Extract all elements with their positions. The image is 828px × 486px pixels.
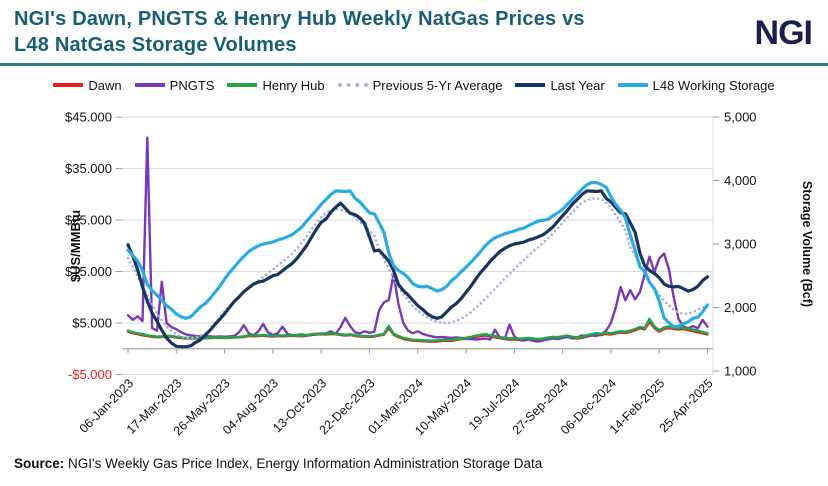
legend-item-l48-working-storage: L48 Working Storage	[617, 77, 775, 93]
series-previous-5-yr-average	[126, 197, 709, 340]
y-left-tick-label: $5.000	[72, 316, 112, 331]
legend-item-last-year: Last Year	[515, 77, 605, 93]
title-line-1: NGI's Dawn, PNGTS & Henry Hub Weekly Nat…	[14, 8, 585, 30]
legend-item-henry-hub: Henry Hub	[227, 77, 325, 93]
chart-legend: Dawn PNGTS Henry Hub Previous 5-Yr Average L…	[0, 66, 828, 101]
y-left-tick-label: -$5.000	[68, 367, 112, 382]
legend-item-previous-5-yr-average: Previous 5-Yr Average	[337, 77, 503, 93]
legend-item-dawn: Dawn	[53, 77, 122, 93]
source-label: Source:	[14, 456, 65, 471]
y-left-tick-label: $15.000	[65, 264, 112, 279]
y-right-tick-label: 3,000	[724, 237, 757, 252]
y-left-tick-label: $35.000	[65, 161, 112, 176]
legend-swatch	[134, 83, 165, 87]
legend-label: L48 Working Storage	[652, 77, 775, 93]
legend-swatch	[515, 83, 546, 87]
gridlines	[122, 116, 714, 375]
page-title: NGI's Dawn, PNGTS & Henry Hub Weekly Nat…	[14, 6, 585, 58]
y-right-axis-title: Storage Volume (Bcf)	[800, 181, 814, 307]
legend-label: Last Year	[550, 77, 605, 93]
source-line: Source: NGI's Weekly Gas Price Index, En…	[14, 456, 542, 471]
axis-labels: $45.000 $35.000 $25.000 $15.000 $5.000 -$5.00…	[65, 110, 814, 439]
axes	[115, 116, 720, 375]
series-l48-working-storage	[126, 180, 710, 329]
legend-label: Henry Hub	[262, 77, 325, 93]
legend-label: Dawn	[88, 77, 122, 93]
y-right-tick-label: 1,000	[724, 364, 757, 379]
ngi-logo: NGI	[754, 14, 813, 52]
price-storage-chart: $45.000 $35.000 $25.000 $15.000 $5.000 -$5.00…	[65, 110, 814, 439]
source-text: NGI's Weekly Gas Price Index, Energy Inf…	[64, 456, 543, 471]
legend-swatch	[617, 83, 648, 87]
legend-swatch	[227, 83, 258, 87]
legend-swatch	[53, 83, 84, 87]
y-left-axis-title: $US/MMBtu	[68, 210, 83, 282]
legend-label: PNGTS	[169, 77, 215, 93]
y-left-tick-label: $25.000	[65, 213, 112, 228]
y-right-tick-label: 5,000	[724, 110, 757, 125]
y-right-tick-label: 4,000	[724, 173, 757, 188]
legend-swatch	[337, 83, 368, 87]
series-lines	[126, 136, 710, 349]
y-left-tick-label: $45.000	[65, 110, 112, 125]
legend-label: Previous 5-Yr Average	[372, 77, 503, 93]
title-line-2: L48 NatGas Storage Volumes	[14, 34, 297, 56]
series-henry-hub	[126, 317, 709, 343]
legend-item-pngts: PNGTS	[134, 77, 215, 93]
header: NGI's Dawn, PNGTS & Henry Hub Weekly Nat…	[0, 0, 828, 66]
series-last-year	[126, 189, 710, 349]
y-right-tick-label: 2,000	[724, 300, 757, 315]
